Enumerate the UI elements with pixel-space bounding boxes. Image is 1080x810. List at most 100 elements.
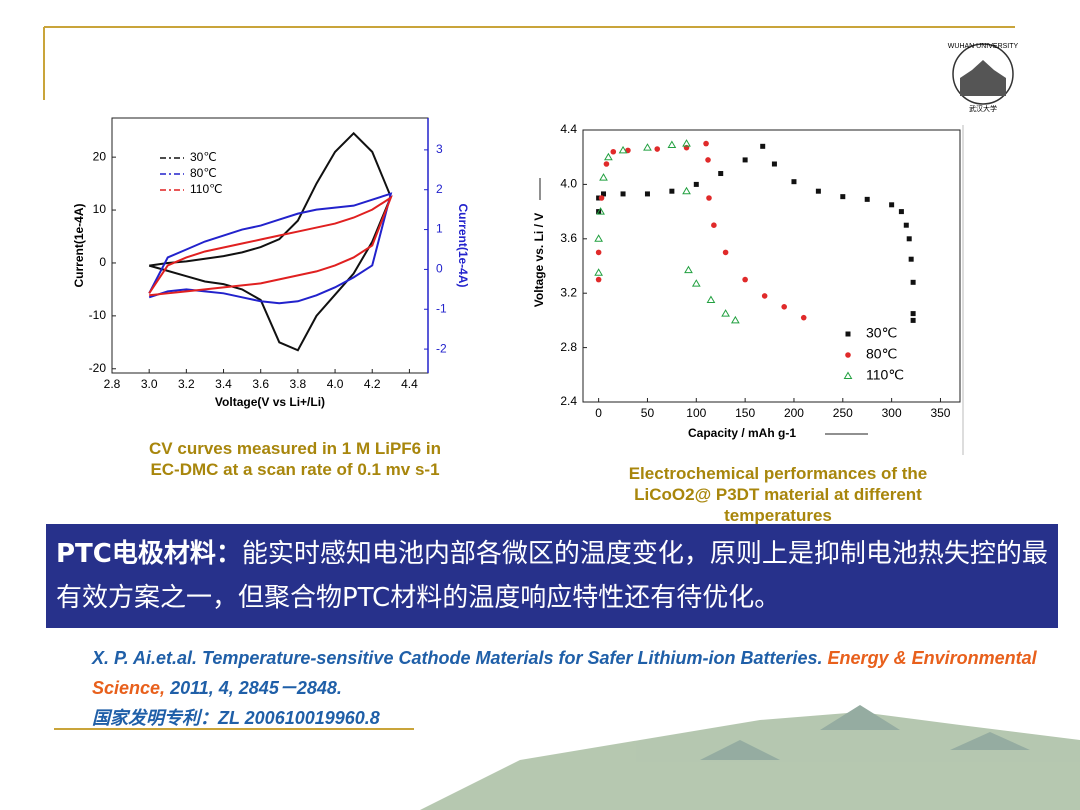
legend-label: 110℃ (190, 182, 223, 196)
point (595, 249, 602, 256)
point (771, 161, 777, 167)
x-tick-label: 3.6 (252, 377, 269, 391)
point (910, 317, 916, 323)
reference-journal: Energy & Environmental Science, (92, 648, 1037, 698)
caption-line: Electrochemical performances of the (628, 464, 928, 483)
y-tick-label: 2.4 (560, 394, 577, 408)
point (594, 268, 603, 276)
point (594, 234, 603, 242)
logo-sub: 武汉大学 (969, 104, 997, 113)
campus-roofs (700, 705, 1030, 760)
x-tick-label: 300 (882, 406, 902, 420)
legend-marker (845, 331, 851, 337)
point (889, 202, 895, 208)
y-axis-label: Current(1e-4A) (72, 203, 86, 287)
point (711, 222, 717, 228)
logo-ring (952, 43, 1014, 105)
point (864, 196, 870, 202)
x-tick-label: 3.2 (178, 377, 195, 391)
point (791, 179, 797, 185)
point (625, 147, 631, 154)
point (718, 171, 724, 177)
y-tick-label: 3.6 (560, 231, 577, 245)
campus-trees (420, 712, 1080, 810)
point (684, 265, 693, 274)
point (908, 256, 914, 262)
y2-axis-label: Current(1e-4A) (456, 203, 470, 287)
y-tick-label: 4.4 (560, 122, 577, 136)
reference: X. P. Ai.et.al. Temperature-sensitive Ca… (92, 643, 1052, 733)
y-tick-label: 2.8 (560, 340, 577, 354)
x-tick-label: 200 (784, 406, 804, 420)
logo-building (960, 60, 1006, 96)
x-tick-label: 0 (595, 406, 602, 420)
point (599, 173, 608, 181)
point (693, 181, 699, 187)
caption-right: Electrochemical performances of the LiCo… (588, 463, 968, 526)
caption-line: LiCoO2@ P3DT material at different (634, 485, 922, 504)
point (667, 140, 677, 148)
point (706, 295, 716, 303)
point (722, 249, 729, 256)
x-tick-label: 4.4 (401, 377, 418, 391)
x-tick-label: 350 (930, 406, 950, 420)
point (654, 146, 661, 152)
y-tick-label: 10 (93, 202, 107, 216)
reference-authors: X. P. Ai.et.al. Temperature-sensitive Ca… (92, 648, 823, 668)
point (815, 188, 821, 194)
legend-label: 110℃ (866, 367, 904, 383)
point (682, 139, 691, 147)
caption-line: CV curves measured in 1 M LiPF6 in (149, 439, 441, 458)
point (598, 195, 605, 201)
point (601, 191, 607, 197)
series-line (148, 192, 393, 305)
y-tick-label: 4.0 (560, 177, 577, 191)
x-tick-label: 2.8 (104, 377, 121, 391)
x-axis-label: Capacity / mAh g-1 (688, 426, 796, 440)
point (669, 188, 675, 194)
point (906, 236, 912, 242)
point (603, 161, 610, 167)
caption-line: EC-DMC at a scan rate of 0.1 mv s-1 (150, 460, 440, 479)
point (910, 311, 916, 317)
x-tick-label: 100 (686, 406, 706, 420)
x-tick-label: 3.0 (141, 377, 158, 391)
legend-label: 80℃ (190, 166, 217, 180)
plot-frame (582, 129, 961, 403)
legend-marker (843, 371, 853, 379)
plot-frame (111, 117, 429, 374)
x-tick-label: 250 (833, 406, 853, 420)
point (742, 157, 748, 163)
caption-line: temperatures (724, 506, 832, 525)
x-tick-label: 50 (641, 406, 655, 420)
x-tick-label: 3.4 (215, 377, 232, 391)
caption-left: CV curves measured in 1 M LiPF6 in EC-DM… (110, 438, 480, 480)
y-tick-label: 0 (99, 255, 106, 269)
point (781, 304, 787, 310)
y2-tick-label: 2 (436, 182, 443, 196)
point (643, 143, 652, 151)
y2-tick-label: 0 (436, 262, 443, 276)
logo: WUHAN UNIVERSITY 武汉大学 (948, 43, 1019, 113)
banner: PTC电极材料：能实时感知电池内部各微区的温度变化，原则上是抑制电池热失控的最有… (46, 524, 1058, 628)
y-axis-label: Voltage vs. Li / V (532, 213, 546, 307)
y-tick-label: 3.2 (560, 285, 577, 299)
legend-label: 30℃ (190, 150, 217, 164)
banner-text: 能实时感知电池内部各微区的温度变化，原则上是抑制电池热失控的最有效方案之一，但聚… (56, 539, 1048, 613)
x-tick-label: 4.0 (327, 377, 344, 391)
patent: 国家发明专利：ZL 200610019960.8 (92, 708, 380, 728)
y2-tick-label: 1 (436, 222, 443, 236)
y-tick-label: 20 (93, 149, 107, 163)
y2-tick-label: 3 (436, 142, 443, 156)
point (706, 195, 712, 201)
y-tick-label: -10 (89, 308, 107, 322)
point (596, 207, 605, 215)
x-tick-label: 4.2 (364, 377, 381, 391)
point (682, 186, 691, 195)
point (703, 140, 709, 147)
x-axis-label: Voltage(V vs Li+/Li) (215, 395, 325, 409)
point (620, 191, 626, 197)
point (705, 157, 711, 163)
